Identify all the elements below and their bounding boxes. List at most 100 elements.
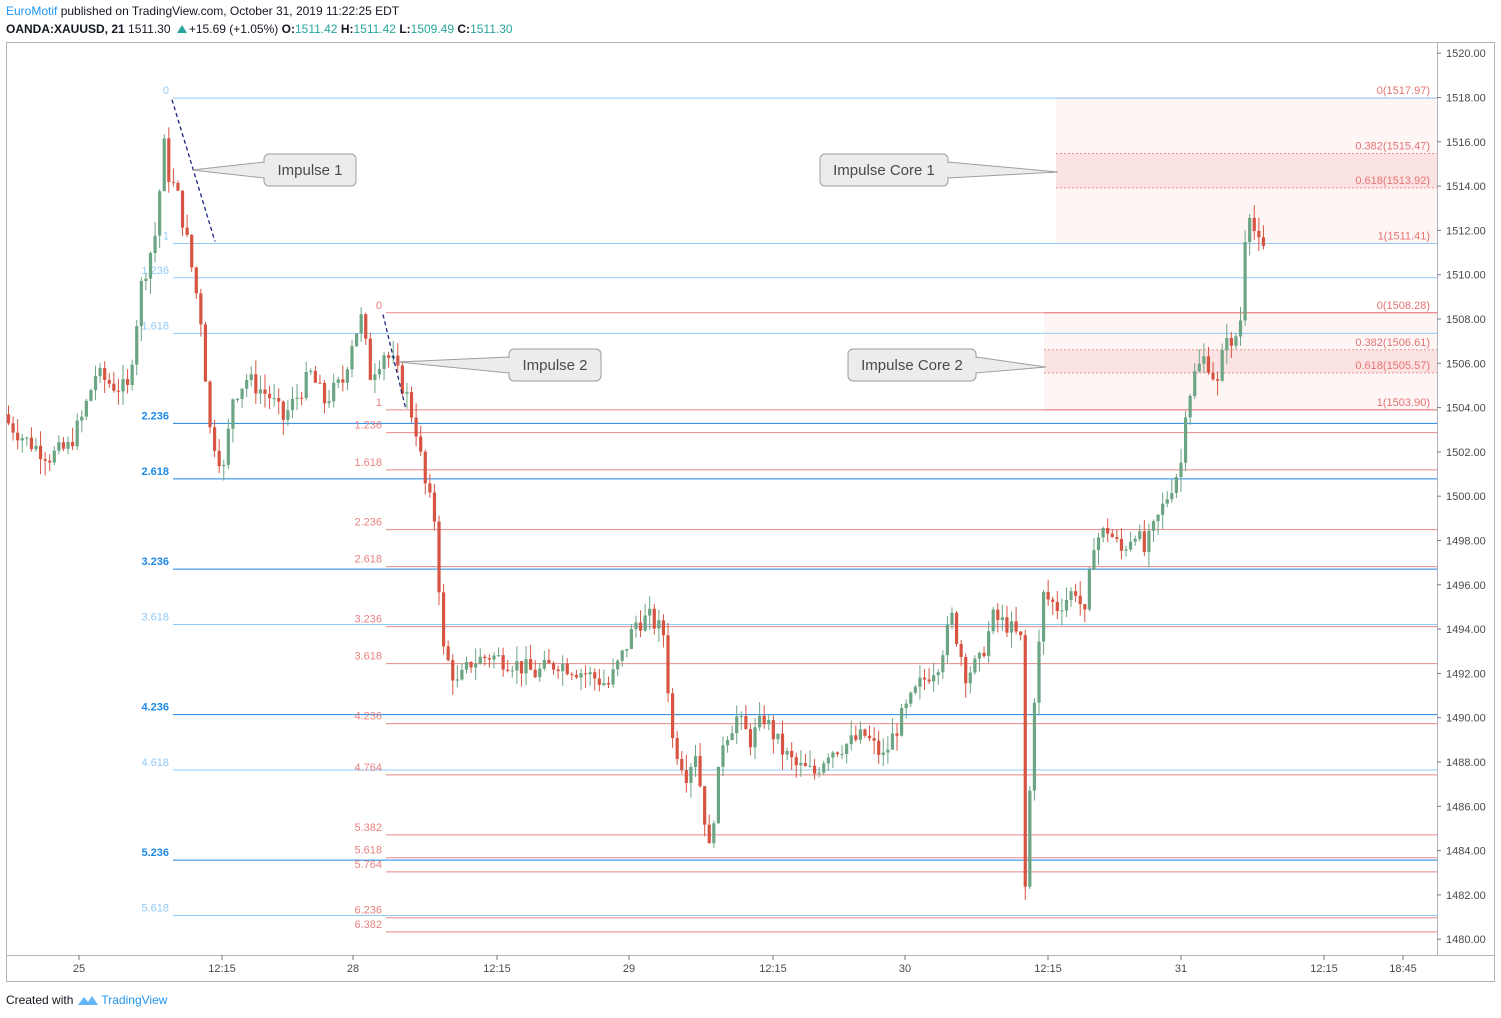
candle-body xyxy=(867,735,872,739)
time-tick-label: 12:15 xyxy=(1034,963,1062,975)
tradingview-brand-link[interactable]: TradingView xyxy=(101,993,168,1007)
impulse-core-1-core-band xyxy=(1056,153,1437,188)
impulse1-fib-label: 2.618 xyxy=(141,466,169,478)
candle-body xyxy=(808,765,812,767)
price-tick-label: 1484.00 xyxy=(1446,846,1486,858)
candle-body xyxy=(684,770,688,783)
price-tick-label: 1502.00 xyxy=(1446,447,1486,459)
candle-body xyxy=(66,442,70,449)
candle-body xyxy=(588,672,592,675)
candle-body xyxy=(487,658,491,660)
impulse-2-callout-pointer xyxy=(397,356,510,374)
candle-body xyxy=(71,442,75,447)
candle-body xyxy=(524,659,528,674)
candle-body xyxy=(707,824,711,844)
candle-body xyxy=(881,752,885,755)
candle-body xyxy=(423,451,427,484)
candle-body xyxy=(148,252,153,279)
price-tick-label: 1480.00 xyxy=(1446,934,1486,946)
candle-body xyxy=(1078,595,1082,605)
impulse2-fib-label: 3.236 xyxy=(354,614,382,626)
candle-body xyxy=(235,398,240,400)
candle-body xyxy=(721,745,725,767)
candle-body xyxy=(1257,230,1261,238)
time-tick-label: 29 xyxy=(623,963,635,975)
candle-body xyxy=(744,716,748,730)
candle-body xyxy=(1147,530,1151,553)
candle-body xyxy=(877,740,881,755)
candle-body xyxy=(661,620,666,636)
candle-body xyxy=(579,673,583,678)
candle-body xyxy=(1170,493,1174,500)
candle-body xyxy=(318,382,322,384)
candle-body xyxy=(501,655,505,670)
high-label: H: xyxy=(340,22,354,36)
symbol-label[interactable]: OANDA:XAUUSD, 21 xyxy=(6,22,125,36)
candle-body xyxy=(1206,356,1211,373)
candle-body xyxy=(794,757,798,766)
candle-body xyxy=(400,365,404,394)
last-price-marker xyxy=(1438,239,1490,253)
candle-body xyxy=(48,460,52,463)
candle-body xyxy=(1101,528,1105,538)
candle-body xyxy=(831,752,835,758)
candle-body xyxy=(405,392,409,394)
candle-body xyxy=(904,703,908,709)
candle-body xyxy=(80,416,84,421)
candle-body xyxy=(556,669,560,672)
impulse-core-2-level-label: 1(1503.90) xyxy=(1377,397,1430,409)
candle-body xyxy=(414,417,418,437)
fibonacci-layer: 0(1517.97) 0.382(1515.47) 0.618(1513.92) 1(… xyxy=(141,85,1437,933)
candle-body xyxy=(29,437,33,450)
candle-body xyxy=(748,729,753,748)
annotations-layer: Impulse 1 Impulse 2 Impulse Core 1 Impulse … xyxy=(171,99,1059,410)
candle-body xyxy=(98,368,102,377)
candle-body xyxy=(730,733,734,741)
price-tick-label: 1520.00 xyxy=(1446,48,1486,60)
price-tick-label: 1512.00 xyxy=(1446,225,1486,237)
impulse2-fib-label: 6.382 xyxy=(354,919,382,931)
candle-body xyxy=(89,390,93,401)
candle-body xyxy=(1202,356,1206,364)
impulse1-fib-label: 3.618 xyxy=(141,611,169,623)
price-tick-label: 1490.00 xyxy=(1446,713,1486,725)
candle-body xyxy=(1225,338,1229,351)
time-tick-label: 25 xyxy=(73,963,85,975)
price-tick-label: 1482.00 xyxy=(1446,890,1486,902)
candle-body xyxy=(217,450,221,467)
candle-body xyxy=(1197,363,1201,372)
time-tick-label: 12:15 xyxy=(483,963,511,975)
candle-body xyxy=(913,686,917,693)
impulse-core-2-core-band xyxy=(1044,349,1437,373)
candle-body xyxy=(327,401,331,404)
price-tick-label: 1486.00 xyxy=(1446,801,1486,813)
candle-body xyxy=(153,235,157,253)
candle-body xyxy=(1037,641,1041,703)
candle-body xyxy=(281,401,285,420)
candle-body xyxy=(1041,592,1046,642)
candles-layer xyxy=(6,127,1266,901)
candle-body xyxy=(987,631,991,657)
candle-body xyxy=(1151,521,1156,531)
impulse1-fib-label: 1.236 xyxy=(141,265,169,277)
candle-body xyxy=(469,661,473,668)
author-link[interactable]: EuroMotif xyxy=(6,4,58,18)
candle-body xyxy=(1092,550,1096,570)
price-tick-label: 1516.00 xyxy=(1446,137,1486,149)
impulse1-fib-label: 5.618 xyxy=(141,902,169,914)
candle-body xyxy=(1019,631,1023,636)
price-tick-label: 1518.00 xyxy=(1446,93,1486,105)
candle-body xyxy=(1183,417,1188,463)
candle-body xyxy=(758,715,762,728)
candle-body xyxy=(634,622,638,630)
candle-body xyxy=(1032,702,1037,791)
candle-body xyxy=(950,612,954,625)
candle-body xyxy=(835,752,840,755)
impulse1-fib-label: 3.236 xyxy=(141,556,169,568)
candle-body xyxy=(900,708,904,736)
candle-body xyxy=(300,397,304,399)
candle-body xyxy=(437,521,441,593)
candle-body xyxy=(442,592,446,647)
impulse-core-2-callout-pointer xyxy=(975,356,1047,374)
